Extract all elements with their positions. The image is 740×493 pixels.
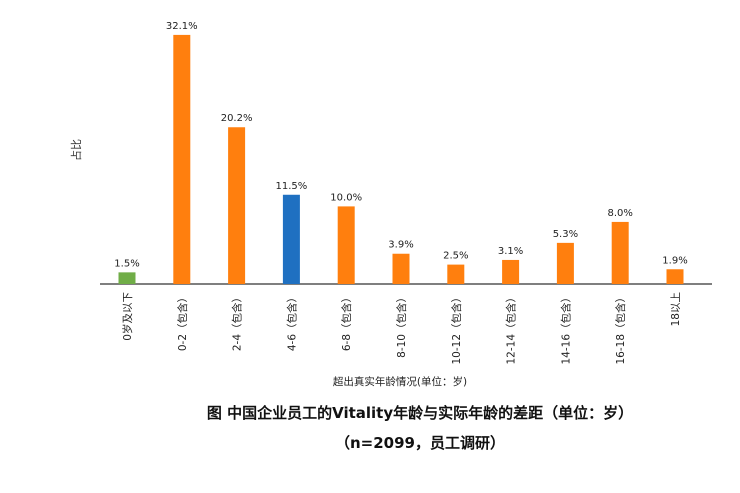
- data-label: 2.5%: [443, 251, 468, 262]
- x-tick-label: 0岁及以下: [121, 292, 134, 341]
- y-axis-label: 占比: [69, 139, 83, 161]
- data-label: 11.5%: [276, 181, 308, 192]
- bar: [118, 272, 136, 284]
- data-label: 3.9%: [388, 240, 413, 251]
- x-tick-label: 14-16（包含）: [559, 292, 572, 365]
- data-label: 8.0%: [607, 208, 632, 219]
- x-tick-label: 6-8（包含）: [340, 292, 353, 351]
- x-tick-label: 2-4（包含）: [231, 292, 244, 351]
- x-axis-label: 超出真实年龄情况(单位：岁): [333, 375, 467, 388]
- data-label: 10.0%: [330, 192, 362, 203]
- bar: [173, 34, 191, 285]
- x-tick-label: 16-18（包含）: [614, 292, 627, 365]
- x-tick-label: 8-10（包含）: [395, 292, 408, 358]
- bar: [502, 259, 520, 284]
- data-label: 20.2%: [221, 113, 253, 124]
- data-label: 5.3%: [553, 229, 578, 240]
- bar: [447, 264, 465, 284]
- chart-subtitle: （n=2099，员工调研）: [335, 434, 505, 452]
- x-tick-label: 12-14（包含）: [505, 292, 518, 365]
- data-label: 1.5%: [114, 258, 139, 269]
- data-label: 1.9%: [662, 255, 687, 266]
- data-label: 32.1%: [166, 21, 198, 32]
- chart-title: 图 中国企业员工的Vitality年龄与实际年龄的差距（单位：岁）: [206, 404, 634, 422]
- bar: [611, 221, 629, 284]
- bar: [556, 242, 574, 284]
- bar: [228, 127, 246, 284]
- x-tick-label: 0-2（包含）: [176, 292, 189, 351]
- x-tick-label: 18以上: [670, 292, 682, 326]
- bar: [282, 194, 300, 284]
- bar: [337, 206, 355, 284]
- x-tick-label: 10-12（包含）: [450, 292, 463, 365]
- bar: [666, 269, 684, 284]
- bar: [392, 253, 410, 284]
- x-tick-label: 4-6（包含）: [285, 292, 298, 351]
- data-label: 3.1%: [498, 246, 523, 257]
